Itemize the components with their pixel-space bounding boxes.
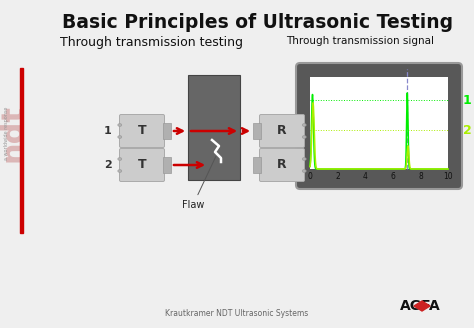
Text: 10: 10 — [443, 172, 453, 181]
Text: a worldwide response: a worldwide response — [4, 106, 9, 160]
Text: T: T — [137, 158, 146, 172]
Text: 8: 8 — [418, 172, 423, 181]
FancyBboxPatch shape — [296, 63, 462, 189]
Ellipse shape — [118, 124, 122, 126]
Text: AGFA: AGFA — [400, 299, 441, 313]
Text: ndt: ndt — [0, 104, 27, 162]
Ellipse shape — [302, 135, 306, 138]
Bar — [20, 68, 24, 233]
Text: 1: 1 — [104, 126, 112, 136]
Text: Flaw: Flaw — [182, 156, 216, 210]
Bar — [163, 123, 171, 139]
Text: Basic Principles of Ultrasonic Testing: Basic Principles of Ultrasonic Testing — [63, 13, 454, 32]
Text: R: R — [277, 158, 287, 172]
FancyBboxPatch shape — [259, 114, 304, 148]
Polygon shape — [414, 301, 430, 311]
Text: 6: 6 — [391, 172, 395, 181]
Text: 0: 0 — [308, 172, 312, 181]
Text: 1: 1 — [463, 93, 472, 107]
Ellipse shape — [302, 124, 306, 126]
Text: 2: 2 — [335, 172, 340, 181]
Text: T: T — [137, 125, 146, 137]
Ellipse shape — [302, 170, 306, 173]
Bar — [163, 157, 171, 173]
Text: 2: 2 — [104, 160, 112, 170]
Bar — [188, 75, 240, 180]
FancyBboxPatch shape — [259, 149, 304, 181]
Text: 2: 2 — [463, 124, 472, 137]
Bar — [253, 123, 261, 139]
Text: Through transmission signal: Through transmission signal — [286, 36, 434, 46]
Text: Through transmission testing: Through transmission testing — [60, 36, 243, 49]
Ellipse shape — [118, 135, 122, 138]
Ellipse shape — [118, 157, 122, 160]
Bar — [253, 157, 261, 173]
Bar — [310, 77, 448, 169]
Ellipse shape — [302, 157, 306, 160]
Text: 4: 4 — [363, 172, 368, 181]
Text: Krautkramer NDT Ultrasonic Systems: Krautkramer NDT Ultrasonic Systems — [165, 309, 309, 318]
Text: R: R — [277, 125, 287, 137]
FancyBboxPatch shape — [119, 114, 164, 148]
Ellipse shape — [118, 170, 122, 173]
FancyBboxPatch shape — [119, 149, 164, 181]
